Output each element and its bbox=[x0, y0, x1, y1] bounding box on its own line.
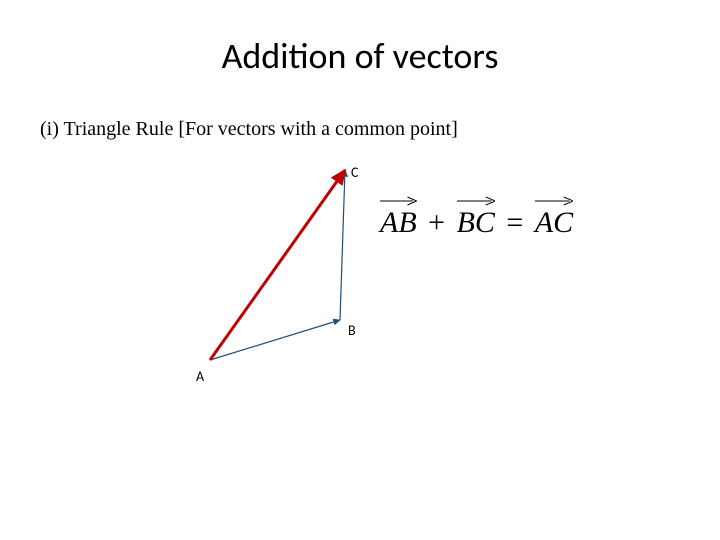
vector-term-bc: BC bbox=[457, 196, 495, 240]
vector-arrow-icon bbox=[535, 196, 573, 206]
slide-subtitle: (i) Triangle Rule [For vectors with a co… bbox=[40, 118, 458, 141]
vector-bc bbox=[340, 170, 345, 320]
vector-diagram: A B C bbox=[150, 150, 410, 410]
point-label-c: C bbox=[351, 164, 358, 181]
vector-svg bbox=[150, 150, 410, 410]
slide: Addition of vectors (i) Triangle Rule [F… bbox=[0, 0, 720, 540]
term-text: BC bbox=[457, 206, 495, 239]
slide-title: Addition of vectors bbox=[0, 34, 720, 78]
point-label-a: A bbox=[196, 368, 204, 385]
vector-arrow-icon bbox=[457, 196, 495, 206]
vector-term-ac: AC bbox=[535, 196, 573, 240]
vector-ab bbox=[210, 320, 340, 360]
vector-arrow-icon bbox=[380, 196, 417, 206]
equation: AB + BC = AC bbox=[380, 196, 573, 240]
point-label-b: B bbox=[348, 322, 356, 339]
operator-equals: = bbox=[502, 206, 527, 239]
vector-term-ab: AB bbox=[380, 196, 417, 240]
vector-ac bbox=[210, 170, 345, 360]
operator-plus: + bbox=[424, 206, 449, 239]
term-text: AB bbox=[380, 206, 417, 239]
term-text: AC bbox=[535, 206, 573, 239]
